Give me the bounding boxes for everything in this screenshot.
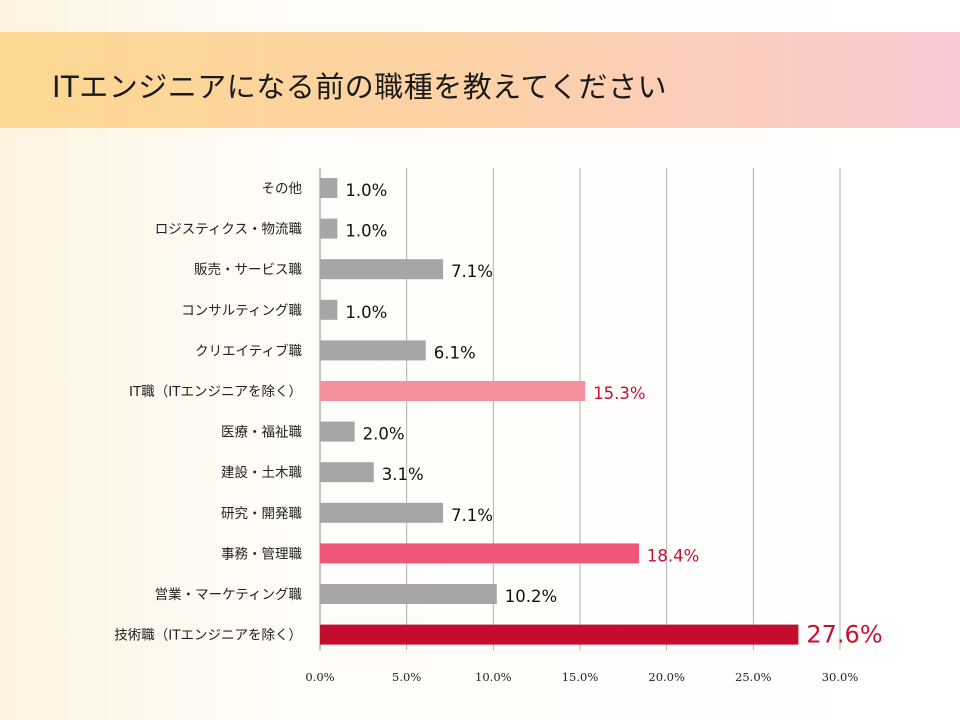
value-label: 18.4%: [647, 546, 699, 565]
value-label: 7.1%: [451, 262, 493, 281]
category-label: クリエイティブ職: [195, 342, 302, 359]
gridlines: [319, 168, 841, 650]
bar: [320, 624, 799, 645]
x-tick-label: 15.0%: [562, 670, 599, 684]
bar: [320, 218, 338, 239]
value-label: 3.1%: [382, 465, 424, 484]
value-label: 1.0%: [345, 303, 387, 322]
bar: [320, 543, 639, 564]
bar: [320, 340, 426, 361]
x-tick-label: 10.0%: [475, 670, 512, 684]
labels: 0.0% 5.0% 10.0% 15.0% 20.0% 25.0% 30.0% その他 1.0%…: [114, 181, 882, 684]
category-label: 技術職（ITエンジニアを除く）: [114, 628, 302, 644]
category-label: 事務・管理職: [221, 546, 302, 562]
value-label: 15.3%: [593, 384, 645, 403]
bar: [320, 462, 374, 483]
bar: [320, 381, 586, 401]
bar: [320, 259, 444, 280]
x-tick-label: 25.0%: [735, 670, 772, 684]
x-tick-label: 20.0%: [648, 670, 685, 684]
title-banner: [0, 32, 960, 128]
x-tick-label: 5.0%: [392, 670, 421, 684]
category-label: その他: [262, 181, 303, 197]
bar: [320, 299, 338, 320]
bar: [320, 502, 444, 523]
category-label: 医療・福祉職: [221, 424, 302, 441]
bar: [320, 584, 497, 604]
bar: [320, 421, 355, 442]
value-label: 27.6%: [806, 621, 882, 649]
value-label: 1.0%: [345, 222, 387, 241]
bar: [320, 178, 338, 198]
bars: [320, 178, 799, 645]
category-label: 営業・マーケティング職: [155, 587, 303, 603]
x-tick-label: 30.0%: [822, 670, 859, 684]
category-label: ロジスティクス・物流職: [155, 222, 303, 238]
x-tick-label: 0.0%: [305, 670, 334, 684]
category-label: コンサルティング職: [181, 303, 302, 319]
category-label: 研究・開発職: [221, 506, 302, 522]
page-title: ITエンジニアになる前の職種を教えてください: [52, 70, 667, 104]
value-label: 10.2%: [505, 587, 557, 606]
category-label: 販売・サービス職: [194, 262, 302, 278]
value-label: 1.0%: [345, 181, 387, 200]
value-label: 7.1%: [451, 506, 493, 525]
value-label: 6.1%: [434, 343, 476, 362]
category-label: IT職（ITエンジニアを除く）: [129, 384, 302, 400]
value-label: 2.0%: [363, 425, 405, 444]
category-label: 建設・土木職: [221, 465, 302, 481]
